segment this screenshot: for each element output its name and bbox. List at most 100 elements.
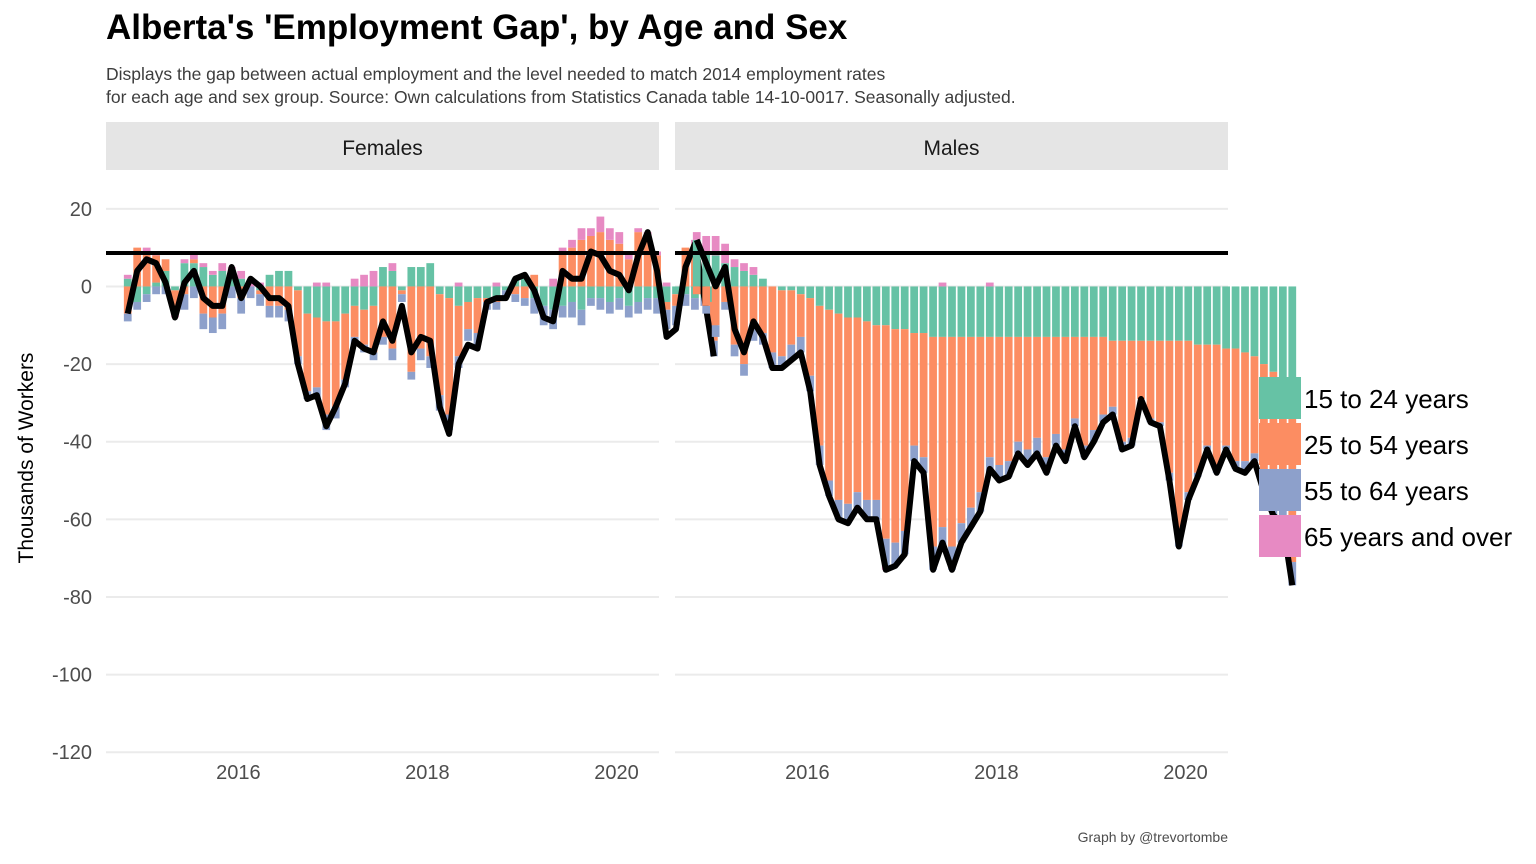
bar-segment	[1118, 286, 1127, 341]
bar-segment	[624, 286, 633, 306]
legend-label: 65 years and over	[1304, 522, 1512, 552]
bar-segment	[407, 371, 416, 380]
bar-segment	[464, 286, 472, 302]
bar-segment	[587, 235, 595, 287]
bar-segment	[1099, 286, 1108, 337]
bar-segment	[948, 546, 956, 570]
bar-segment	[872, 325, 881, 500]
x-tick-label: 2018	[974, 762, 1019, 784]
bar-segment	[834, 313, 843, 500]
bar-segment	[891, 542, 900, 566]
y-tick-label: 0	[81, 276, 92, 298]
legend-swatch	[1259, 469, 1301, 511]
bar-segment	[1203, 286, 1212, 345]
bar-segment	[426, 356, 435, 368]
bar-segment	[246, 286, 255, 299]
bar-segment	[312, 317, 321, 388]
bar-segment	[398, 294, 406, 302]
bar-segment	[303, 286, 312, 314]
panel-males: Males	[675, 122, 1297, 586]
bar-segment	[1184, 340, 1193, 493]
bar-segment	[662, 301, 671, 310]
bar-segment	[938, 336, 947, 528]
bar-segment	[350, 278, 359, 287]
bar-segment	[123, 274, 132, 279]
bar-segment	[1137, 286, 1145, 341]
bar-segment	[681, 286, 690, 295]
y-tick-label: -80	[63, 587, 92, 609]
bar-segment	[624, 305, 633, 318]
bar-segment	[662, 282, 671, 287]
bar-segment	[929, 336, 937, 547]
bar-segment	[643, 286, 652, 299]
bar-segment	[501, 286, 510, 291]
bar-segment	[615, 243, 624, 287]
bar-segment	[388, 263, 397, 271]
bar-segment	[1184, 286, 1193, 341]
bar-segment	[1004, 286, 1013, 337]
bar-segment	[1108, 286, 1117, 341]
bar-segment	[787, 290, 796, 345]
bar-segment	[142, 294, 151, 302]
bar-segment	[777, 290, 786, 357]
bar-segment	[653, 286, 661, 299]
strip-label-females: Females	[342, 137, 423, 160]
y-axis-ticks: 20 0 -20 -40 -60 -80 -100 -120	[52, 199, 92, 764]
bar-segment	[322, 321, 331, 415]
bar-segment	[473, 286, 482, 299]
legend-label: 15 to 24 years	[1304, 384, 1469, 414]
legend: 15 to 24 years 25 to 54 years 55 to 64 yea…	[1259, 377, 1512, 557]
bar-segment	[863, 286, 871, 322]
bar-segment	[208, 286, 217, 318]
bar-segment	[388, 348, 397, 361]
bar-segment	[702, 235, 711, 252]
bar-segment	[360, 309, 368, 345]
bar-segment	[1165, 340, 1174, 473]
bar-segment	[900, 329, 909, 531]
bar-segment	[190, 259, 198, 264]
bar-segment	[1222, 286, 1230, 349]
bar-segment	[218, 313, 227, 330]
bar-segment	[721, 301, 729, 310]
bar-segment	[237, 298, 246, 314]
bar-segment	[1250, 286, 1259, 357]
bar-segment	[1070, 418, 1079, 427]
bar-segment	[985, 457, 994, 473]
bar-segment	[577, 239, 586, 287]
bars-females	[123, 216, 718, 431]
bar-segment	[872, 499, 881, 520]
bar-segment	[1174, 340, 1183, 535]
bar-segment	[1052, 433, 1060, 446]
bar-segment	[379, 336, 387, 345]
bar-segment	[853, 492, 862, 508]
bar-segment	[331, 321, 340, 407]
bar-segment	[681, 294, 690, 306]
bar-segment	[1023, 286, 1032, 337]
bar-segment	[133, 286, 142, 302]
bar-segment	[1089, 336, 1098, 431]
bar-segment	[1241, 352, 1249, 462]
total-line-females	[124, 229, 717, 437]
bar-segment	[549, 278, 558, 287]
bar-segment	[1089, 286, 1098, 337]
bar-segment	[435, 286, 444, 295]
bar-segment	[483, 286, 491, 299]
bar-segment	[1108, 406, 1117, 415]
bar-segment	[199, 263, 208, 268]
bar-segment	[398, 290, 406, 295]
bar-segment	[995, 286, 1004, 337]
bar-segment	[454, 305, 463, 357]
bar-segment	[322, 282, 331, 287]
bar-segment	[624, 251, 633, 260]
bar-segment	[275, 305, 283, 318]
y-tick-label: -60	[63, 509, 92, 531]
bar-segment	[891, 329, 900, 543]
bar-segment	[1127, 340, 1136, 438]
chart-subtitle-line-1: Displays the gap between actual employme…	[106, 64, 886, 84]
bar-segment	[1118, 340, 1127, 442]
bar-segment	[844, 317, 852, 504]
panel-females: Females	[106, 122, 718, 437]
bar-segment	[1042, 286, 1051, 337]
bar-segment	[1212, 286, 1221, 345]
bar-segment	[558, 305, 567, 318]
